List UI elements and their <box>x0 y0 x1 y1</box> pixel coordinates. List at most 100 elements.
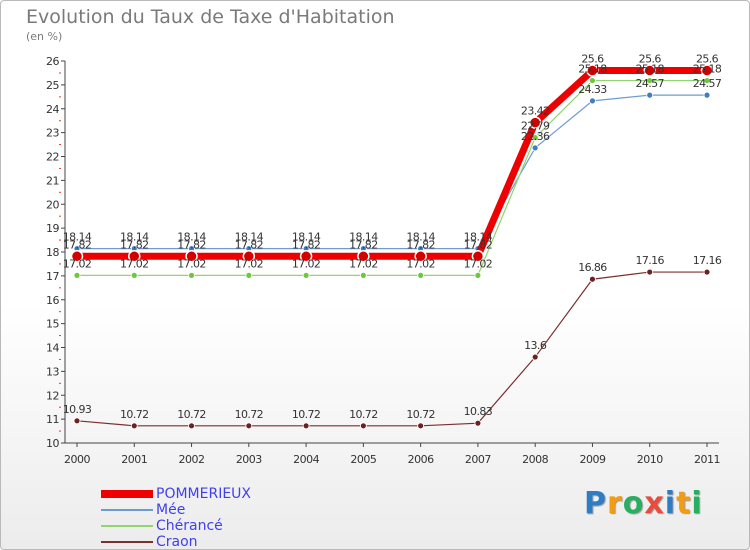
data-label-craon: 10.72 <box>120 408 149 421</box>
x-tick-label: 2006 <box>408 453 434 466</box>
data-point-pommerieux <box>586 64 599 77</box>
legend-label: Craon <box>156 534 198 550</box>
data-label-craon: 10.72 <box>235 408 264 421</box>
data-point-m-e <box>646 91 654 99</box>
data-label-m-e: 18.14 <box>63 231 92 244</box>
data-label-pommerieux: 17.82 <box>464 238 493 251</box>
data-label-m-e: 22.36 <box>521 130 550 143</box>
legend-swatch <box>101 525 153 527</box>
data-point-ch-ranc- <box>589 77 596 84</box>
data-label-craon: 10.72 <box>406 408 435 421</box>
data-point-craon <box>302 422 310 430</box>
data-point-pommerieux <box>643 64 656 77</box>
data-label-pommerieux: 17.82 <box>406 238 435 251</box>
series-line-m-e <box>77 94 707 250</box>
data-point-craon <box>703 268 711 276</box>
data-point-pommerieux <box>528 116 542 129</box>
data-point-ch-ranc- <box>417 271 425 279</box>
x-tick-label: 2000 <box>64 453 90 466</box>
data-label-ch-ranc-: 17.02 <box>177 257 206 270</box>
y-tick-label: 19 <box>46 222 59 235</box>
x-tick-label: 2003 <box>236 453 262 466</box>
y-tick-label: 24 <box>46 103 59 116</box>
y-tick-label: 11 <box>46 413 59 426</box>
y-tick-label: 17 <box>46 270 59 283</box>
chart-subtitle: (en %) <box>26 30 63 43</box>
data-label-craon: 17.16 <box>635 254 664 267</box>
legend-label: Mée <box>156 502 186 518</box>
x-tick-label: 2011 <box>694 453 720 466</box>
data-label-pommerieux: 17.82 <box>177 238 206 251</box>
data-point-ch-ranc- <box>188 271 195 279</box>
data-point-pommerieux <box>242 250 256 263</box>
data-label-ch-ranc-: 17.02 <box>349 257 378 270</box>
y-tick-label: 20 <box>46 198 59 211</box>
y-tick-label: 13 <box>46 365 59 378</box>
data-label-pommerieux: 17.82 <box>349 238 378 251</box>
data-label-craon: 10.72 <box>177 408 206 421</box>
data-point-ch-ranc- <box>703 77 711 84</box>
logo-letter: i <box>691 486 703 521</box>
series-line-craon <box>76 271 707 427</box>
y-tick-label: 14 <box>46 342 59 355</box>
data-label-ch-ranc-: 17.02 <box>235 257 264 270</box>
data-point-craon <box>73 417 81 425</box>
data-label-m-e: 24.33 <box>578 83 607 96</box>
data-point-pommerieux <box>70 250 84 263</box>
data-point-pommerieux <box>471 250 485 263</box>
y-tick-label: 12 <box>46 389 59 402</box>
data-label-m-e: 18.14 <box>349 231 378 244</box>
data-point-ch-ranc- <box>73 271 81 279</box>
x-tick-label: 2010 <box>637 453 663 466</box>
x-tick-label: 2001 <box>121 453 147 466</box>
data-label-ch-ranc-: 22.79 <box>521 120 550 133</box>
data-point-ch-ranc- <box>302 271 310 279</box>
data-point-pommerieux <box>700 64 714 77</box>
data-point-pommerieux <box>185 250 198 263</box>
data-point-m-e <box>589 97 596 105</box>
data-label-craon: 10.83 <box>464 405 493 418</box>
data-point-craon <box>359 422 367 430</box>
x-tick-label: 2004 <box>293 453 319 466</box>
data-point-pommerieux <box>414 250 427 263</box>
y-tick-label: 15 <box>46 318 59 331</box>
data-point-craon <box>531 353 539 361</box>
data-label-m-e: 24.57 <box>693 77 722 90</box>
data-label-craon: 10.72 <box>349 408 378 421</box>
legend-swatch <box>101 541 153 543</box>
data-point-ch-ranc- <box>245 271 253 279</box>
data-label-pommerieux: 25.6 <box>581 53 604 66</box>
data-point-craon <box>130 422 138 430</box>
x-tick-label: 2008 <box>522 453 548 466</box>
data-label-ch-ranc-: 17.02 <box>63 257 92 270</box>
data-label-pommerieux: 17.82 <box>120 238 149 251</box>
data-point-ch-ranc- <box>474 271 482 279</box>
series-line-ch-ranc- <box>77 79 707 276</box>
data-point-m-e <box>703 91 711 99</box>
legend-swatch <box>101 490 153 498</box>
data-label-m-e: 18.14 <box>177 231 206 244</box>
y-tick-label: 25 <box>46 79 59 92</box>
data-label-ch-ranc-: 25.18 <box>635 63 664 76</box>
data-label-ch-ranc-: 17.02 <box>464 257 493 270</box>
data-label-craon: 16.86 <box>578 261 607 274</box>
x-tick-label: 2007 <box>465 453 491 466</box>
data-point-ch-ranc- <box>646 77 654 84</box>
legend-swatch <box>101 509 153 511</box>
data-label-craon: 10.93 <box>63 403 92 416</box>
logo-letter: r <box>607 486 623 521</box>
data-label-m-e: 18.14 <box>292 231 321 244</box>
data-label-pommerieux: 23.42 <box>521 105 550 118</box>
series-line-pommerieux <box>77 67 707 260</box>
chart-title: Evolution du Taux de Taxe d'Habitation <box>26 6 395 28</box>
x-tick-label: 2005 <box>350 453 376 466</box>
data-label-pommerieux: 17.82 <box>292 238 321 251</box>
logo-letter: i <box>664 486 677 521</box>
data-point-ch-ranc- <box>130 271 138 279</box>
logo-letter: o <box>622 486 645 521</box>
data-label-craon: 17.16 <box>693 254 722 267</box>
data-label-craon: 10.72 <box>292 408 321 421</box>
data-point-m-e <box>531 144 539 152</box>
data-point-pommerieux <box>128 250 141 263</box>
